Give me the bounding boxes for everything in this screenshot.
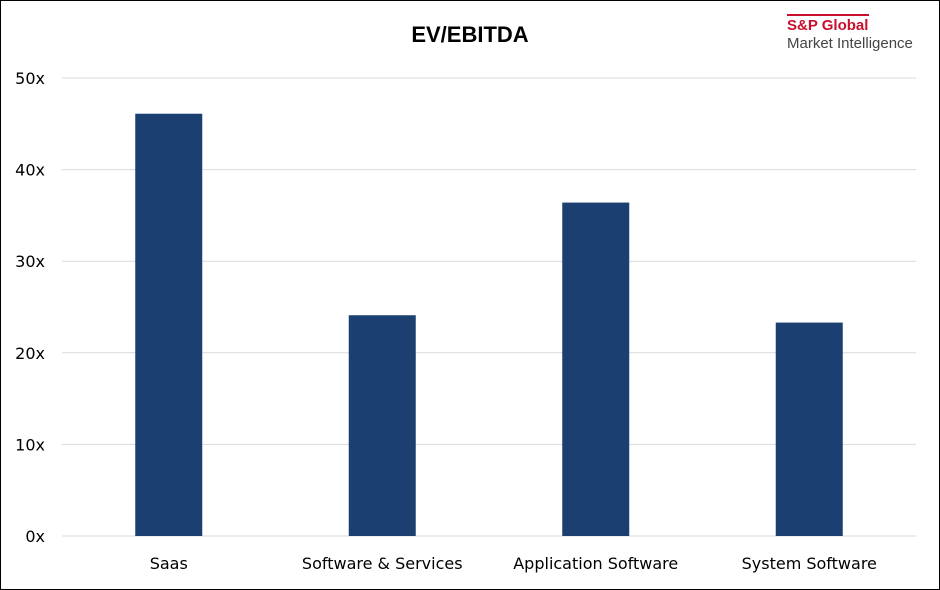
- logo-brand: S&P Global: [787, 17, 869, 34]
- logo-bar: [787, 14, 869, 16]
- y-tick-label: 50x: [15, 69, 45, 88]
- x-axis-tick-labels: Saas Software & Services Application Softw…: [150, 554, 877, 573]
- y-tick-label: 40x: [15, 161, 45, 180]
- x-tick-label: Application Software: [513, 554, 678, 573]
- chart-title: EV/EBITDA: [411, 22, 529, 47]
- bar: [775, 322, 843, 536]
- x-tick-label: Saas: [150, 554, 188, 573]
- bars: [135, 113, 843, 537]
- bar: [348, 315, 416, 536]
- gridlines: [62, 77, 916, 537]
- x-tick-label: Software & Services: [302, 554, 463, 573]
- y-axis-tick-labels: 0x 10x 20x 30x 40x 50x: [15, 69, 45, 546]
- y-tick-label: 10x: [15, 435, 45, 454]
- logo-subtitle: Market Intelligence: [787, 35, 913, 52]
- x-tick-label: System Software: [742, 554, 877, 573]
- sp-global-logo: S&P Global Market Intelligence: [787, 14, 913, 53]
- bar: [562, 202, 630, 537]
- bar: [135, 113, 203, 536]
- y-tick-label: 20x: [15, 344, 45, 363]
- y-tick-label: 0x: [25, 527, 45, 546]
- y-tick-label: 30x: [15, 252, 45, 271]
